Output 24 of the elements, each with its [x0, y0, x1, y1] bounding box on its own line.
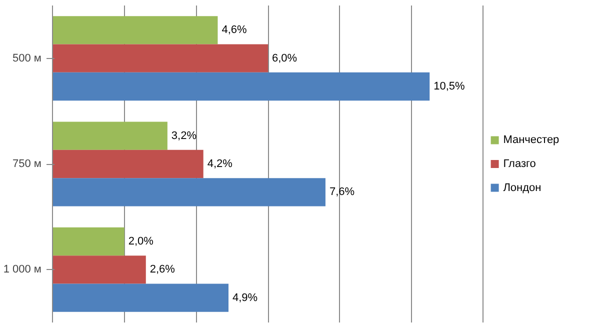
data-label: 2,0%	[128, 235, 154, 248]
data-label: 4,2%	[207, 158, 233, 170]
data-label: 2,6%	[150, 264, 176, 276]
y-tick-label: 750 м	[12, 158, 42, 170]
legend-label: Лондон	[503, 182, 542, 194]
bar	[52, 72, 430, 101]
data-label: 10,5%	[434, 80, 466, 93]
bar	[52, 122, 168, 150]
bar	[52, 44, 268, 72]
data-label: 4,9%	[232, 292, 258, 304]
legend-label: Глазго	[503, 158, 536, 170]
bar	[52, 150, 204, 178]
data-label: 7,6%	[329, 186, 355, 198]
legend-label: Манчестер	[503, 134, 560, 146]
bar	[52, 284, 228, 312]
data-label: 6,0%	[272, 52, 298, 64]
bar	[52, 227, 124, 256]
y-tick-label: 1 000 м	[3, 264, 42, 276]
data-label: 3,2%	[171, 130, 197, 142]
bar	[52, 256, 146, 284]
bar	[52, 16, 218, 44]
data-label: 4,6%	[222, 24, 248, 36]
y-tick-label: 500 м	[12, 52, 42, 64]
bar	[52, 178, 326, 206]
